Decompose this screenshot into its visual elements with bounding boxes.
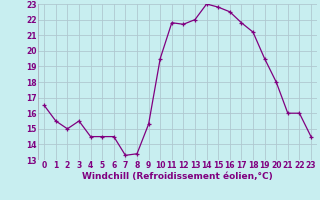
X-axis label: Windchill (Refroidissement éolien,°C): Windchill (Refroidissement éolien,°C): [82, 172, 273, 181]
